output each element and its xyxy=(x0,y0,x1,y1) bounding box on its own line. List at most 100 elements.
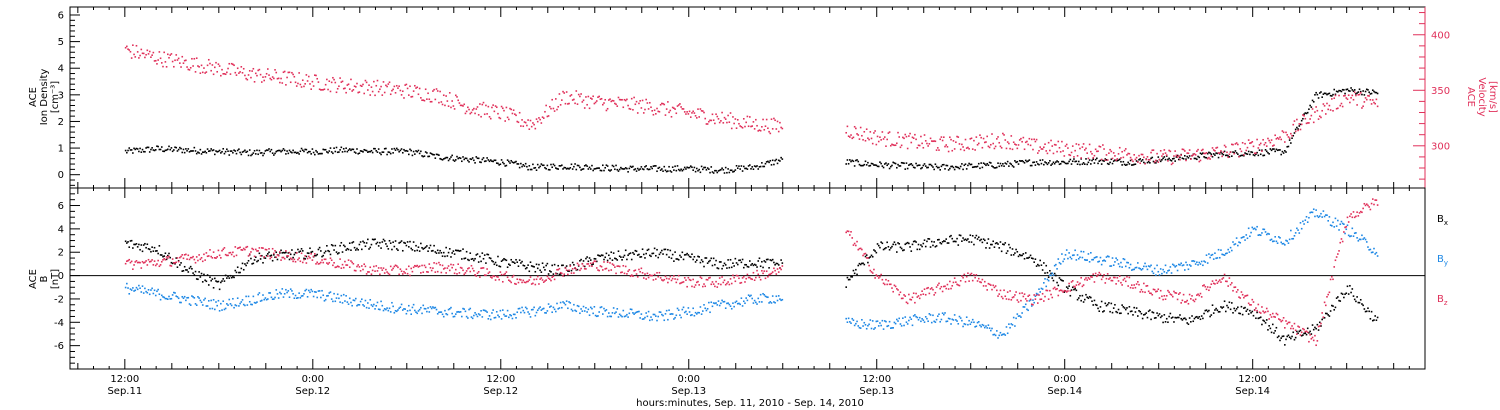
data-point xyxy=(986,327,988,329)
data-point xyxy=(1302,117,1304,120)
data-point xyxy=(192,272,194,274)
data-point xyxy=(1328,216,1331,218)
data-point xyxy=(203,151,205,154)
data-point xyxy=(445,313,447,315)
data-point xyxy=(470,316,473,318)
data-point xyxy=(368,84,370,87)
data-point xyxy=(517,281,520,284)
data-point xyxy=(667,248,669,251)
data-point xyxy=(1252,228,1255,230)
data-point xyxy=(306,80,309,82)
data-point xyxy=(680,168,682,171)
data-point xyxy=(1129,310,1132,313)
data-point xyxy=(577,93,580,96)
data-point xyxy=(967,238,969,240)
data-point xyxy=(922,242,925,245)
data-point xyxy=(1375,98,1378,101)
data-point xyxy=(992,166,995,168)
data-point xyxy=(615,257,617,260)
data-point xyxy=(1251,151,1254,154)
data-point xyxy=(241,249,244,251)
data-point xyxy=(915,241,917,243)
data-point xyxy=(868,138,870,141)
data-point xyxy=(262,247,264,249)
data-point xyxy=(765,258,768,261)
data-point xyxy=(616,259,619,261)
data-point xyxy=(362,304,364,306)
data-point xyxy=(1265,319,1268,321)
data-point xyxy=(250,303,252,306)
data-point xyxy=(270,254,273,257)
data-point xyxy=(228,298,231,301)
data-point xyxy=(269,292,272,294)
data-point xyxy=(250,76,252,79)
data-point xyxy=(610,251,613,254)
data-point xyxy=(601,164,604,167)
data-point xyxy=(198,254,200,256)
data-point xyxy=(562,301,564,303)
data-point xyxy=(244,149,246,152)
data-point xyxy=(1230,249,1233,252)
data-point xyxy=(470,158,473,161)
data-point xyxy=(359,150,362,152)
data-point xyxy=(395,265,398,267)
data-point xyxy=(211,307,214,310)
data-point xyxy=(633,313,635,315)
data-point xyxy=(888,131,891,133)
data-point xyxy=(640,166,643,168)
data-point xyxy=(1067,162,1069,165)
data-point xyxy=(918,316,921,319)
data-point xyxy=(1262,138,1264,141)
data-point xyxy=(152,250,155,252)
data-point xyxy=(953,240,956,243)
data-point xyxy=(714,263,716,266)
data-point xyxy=(126,151,128,154)
data-point xyxy=(298,72,300,74)
data-point xyxy=(1091,258,1093,261)
data-point xyxy=(863,130,866,133)
data-point xyxy=(1161,159,1163,161)
data-point xyxy=(1053,162,1056,165)
data-point xyxy=(1332,305,1334,307)
data-point xyxy=(892,327,894,329)
data-point xyxy=(158,51,161,53)
data-point xyxy=(482,257,485,260)
data-point xyxy=(603,307,605,310)
data-point xyxy=(781,262,784,264)
data-point xyxy=(286,150,288,152)
data-point xyxy=(1180,262,1182,265)
data-point xyxy=(675,112,678,115)
data-point xyxy=(1162,157,1164,160)
data-point xyxy=(586,311,588,313)
data-point xyxy=(622,256,625,258)
data-point xyxy=(616,265,619,267)
data-point xyxy=(427,271,429,273)
data-point xyxy=(241,151,244,153)
data-point xyxy=(723,279,726,282)
data-point xyxy=(1299,128,1302,131)
data-point xyxy=(1346,98,1349,101)
data-point xyxy=(238,271,240,274)
data-point xyxy=(1245,234,1248,236)
data-point xyxy=(1282,152,1285,154)
data-point xyxy=(564,267,567,269)
data-point xyxy=(528,279,531,281)
data-point xyxy=(146,243,149,246)
data-point xyxy=(238,148,240,150)
data-point xyxy=(1008,243,1010,246)
data-point xyxy=(186,66,188,68)
data-point xyxy=(1218,256,1221,259)
data-point xyxy=(1234,150,1237,152)
data-point xyxy=(476,315,479,318)
data-point xyxy=(1128,266,1131,269)
data-point xyxy=(1362,105,1364,108)
data-point xyxy=(132,247,134,249)
data-point xyxy=(615,103,617,106)
data-point xyxy=(428,155,431,158)
data-point xyxy=(1106,159,1109,161)
data-point xyxy=(603,169,605,172)
data-point xyxy=(146,146,149,149)
data-point xyxy=(273,298,275,300)
data-point xyxy=(662,170,664,172)
data-point xyxy=(552,306,555,309)
